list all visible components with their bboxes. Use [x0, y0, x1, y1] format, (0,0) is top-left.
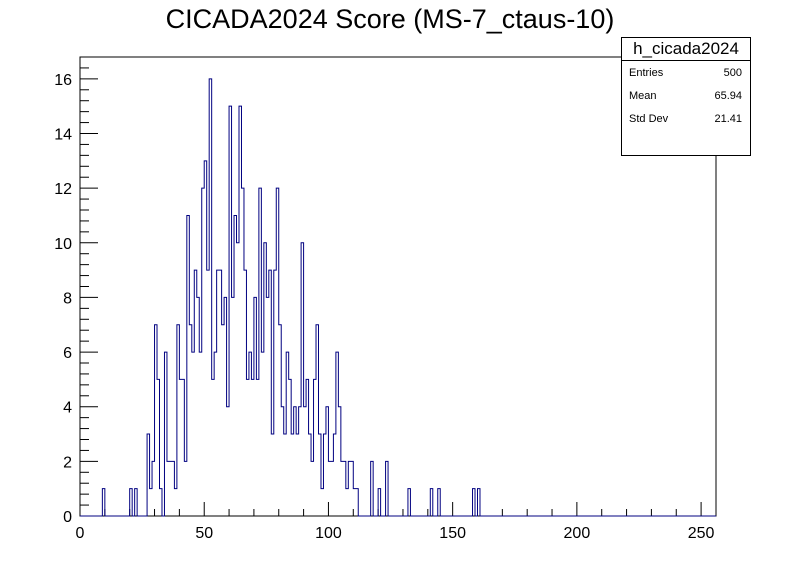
chart-title: CICADA2024 Score (MS-7_ctaus-10)	[165, 4, 615, 34]
stats-label: Entries	[629, 67, 664, 79]
stats-value: 21.41	[714, 113, 742, 125]
stats-label: Mean	[629, 90, 657, 102]
x-tick-label: 50	[195, 525, 213, 542]
y-tick-label: 4	[63, 400, 72, 417]
x-tick-label: 150	[439, 525, 466, 542]
x-tick-label: 0	[76, 525, 85, 542]
y-tick-label: 16	[54, 72, 72, 89]
stats-label: Std Dev	[629, 113, 669, 125]
stats-row-entries: Entries 500	[622, 62, 750, 85]
stats-row-std-dev: Std Dev 21.41	[622, 108, 750, 131]
stats-box: h_cicada2024 Entries 500 Mean 65.94 Std …	[621, 37, 751, 156]
histogram-series	[80, 78, 716, 517]
y-tick-label: 2	[63, 454, 72, 471]
x-tick-label: 100	[315, 525, 342, 542]
y-tick-label: 10	[54, 236, 72, 253]
y-tick-label: 8	[63, 290, 72, 307]
x-tick-label: 250	[688, 525, 715, 542]
x-tick-label: 200	[564, 525, 591, 542]
stats-histogram-name: h_cicada2024	[622, 38, 750, 61]
y-tick-label: 12	[54, 181, 72, 198]
y-axis: 0 2 4 6 8 10 12 14 16	[54, 56, 98, 526]
y-tick-label: 6	[63, 345, 72, 362]
x-axis: 0 50 100 150 200 250	[76, 502, 715, 542]
stats-value: 500	[723, 67, 742, 79]
y-tick-label: 0	[63, 509, 72, 526]
y-tick-label: 14	[54, 127, 72, 144]
stats-value: 65.94	[714, 90, 742, 102]
stats-row-mean: Mean 65.94	[622, 85, 750, 108]
